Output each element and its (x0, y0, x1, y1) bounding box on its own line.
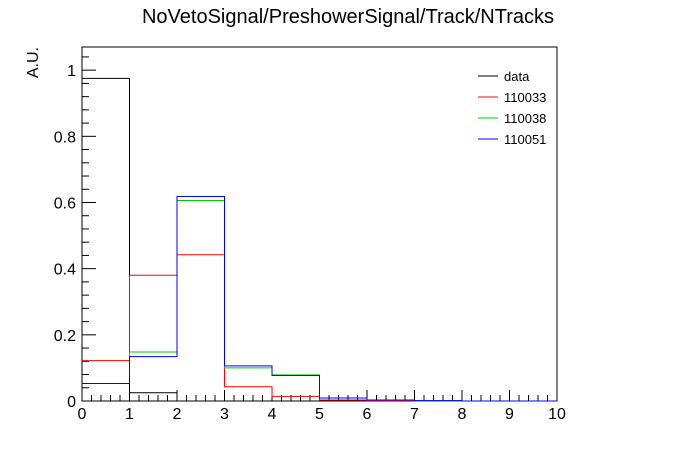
legend-label-110051: 110051 (504, 132, 546, 147)
x-tick-label: 8 (458, 406, 467, 423)
series-line-110038 (82, 200, 557, 402)
x-tick-label: 6 (363, 406, 372, 423)
x-tick-label: 9 (505, 406, 514, 423)
x-tick-label: 0 (78, 406, 87, 423)
series-line-data (82, 77, 557, 402)
x-tick-label: 5 (315, 406, 324, 423)
y-tick-label: 0.6 (54, 195, 76, 212)
x-tick-label: 4 (268, 406, 277, 423)
x-tick-label: 7 (410, 406, 419, 423)
legend-label-data: data (504, 69, 530, 84)
plot-area-border (81, 46, 558, 402)
chart-title: NoVetoSignal/PreshowerSignal/Track/NTrac… (142, 6, 554, 28)
series-line-110051 (82, 196, 557, 402)
series-layer (82, 77, 557, 402)
y-tick-label: 0 (67, 394, 76, 411)
x-tick-label: 10 (548, 406, 566, 423)
axis-ticks: 0 1 2 3 4 5 6 7 8 9 10 0 0.2 0.4 0.6 0.8 1 (54, 56, 566, 423)
y-tick-label: 0.8 (54, 129, 76, 146)
legend-label-110033: 110033 (504, 90, 546, 105)
y-axis-title: A.U. (25, 47, 42, 78)
series-data (82, 77, 557, 402)
legend-label-110038: 110038 (504, 111, 546, 126)
legend: data 110033 110038 110051 (478, 69, 546, 147)
series-110051 (82, 196, 557, 402)
series-110038 (82, 200, 557, 402)
plot-frame (81, 46, 558, 402)
x-tick-label: 1 (125, 406, 134, 423)
x-tick-label: 2 (173, 406, 182, 423)
y-tick-label: 0.4 (54, 262, 76, 279)
y-tick-label: 0.2 (54, 328, 76, 345)
x-tick-label: 3 (220, 406, 229, 423)
y-tick-label: 1 (67, 63, 76, 80)
